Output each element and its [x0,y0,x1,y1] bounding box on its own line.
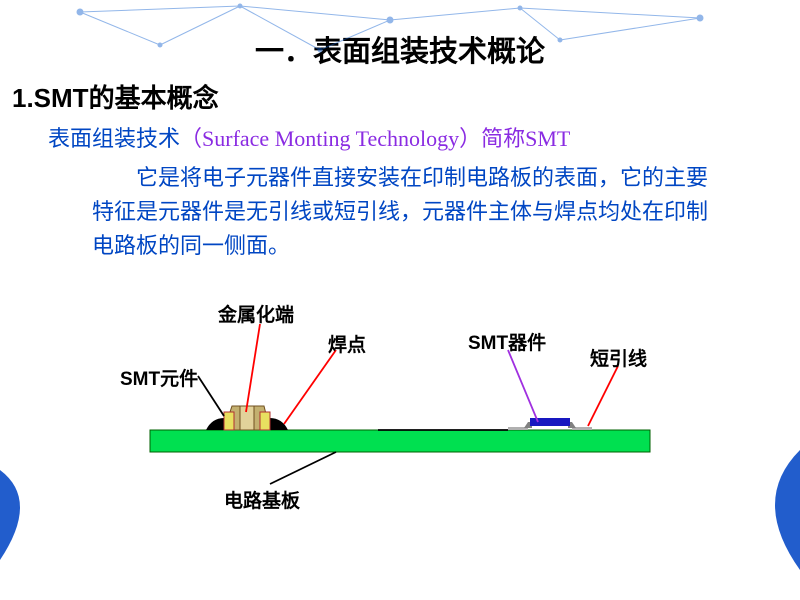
label-smt-device: SMT器件 [468,328,546,355]
label-smt-component: SMT元件 [120,364,198,391]
page-title: 一．表面组装技术概论 [0,0,800,70]
definition-english: （Surface Monting Technology）简称SMT [180,126,570,151]
label-pcb-substrate: 电路基板 [224,486,300,513]
description-paragraph: 它是将电子元器件直接安装在印制电路板的表面，它的主要特征是元器件是无引线或短引线… [0,153,800,263]
definition-line: 表面组装技术（Surface Monting Technology）简称SMT [0,115,800,153]
label-metal-terminal: 金属化端 [218,300,294,327]
definition-prefix: 表面组装技术 [48,126,180,151]
label-short-lead: 短引线 [590,344,647,371]
diagram-svg [120,300,680,520]
section-subtitle: 1.SMT的基本概念 [0,70,800,115]
smt-diagram: 金属化端 焊点 SMT元件 SMT器件 短引线 电路基板 [120,300,680,520]
label-solder-point: 焊点 [328,330,366,357]
